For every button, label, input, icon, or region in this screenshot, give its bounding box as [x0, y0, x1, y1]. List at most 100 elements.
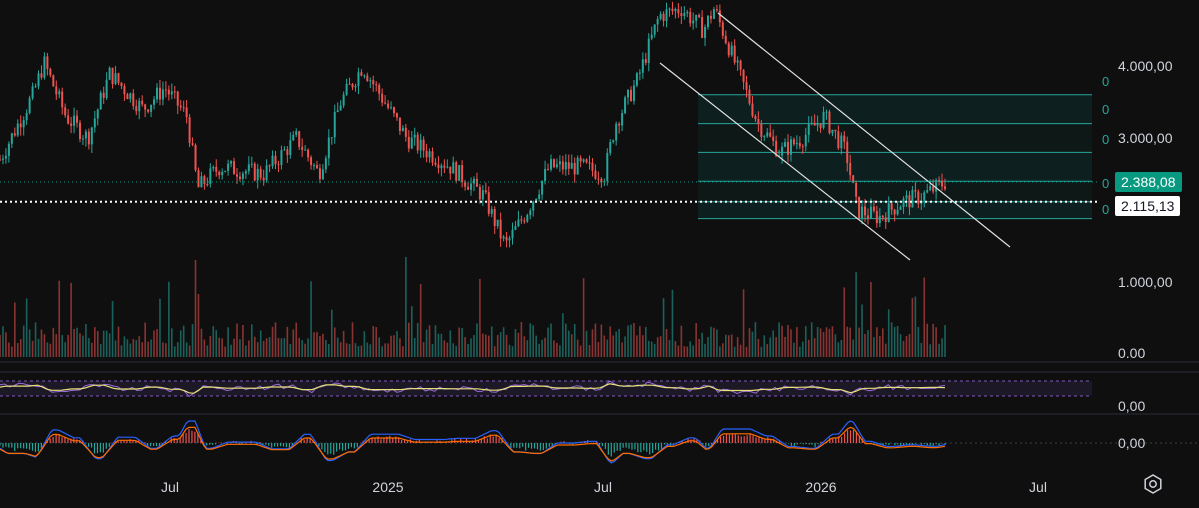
macd-histogram-bar — [735, 434, 736, 443]
volume-tick-label: 0.00 — [1118, 345, 1145, 361]
volume-bar — [574, 324, 576, 357]
macd-histogram-bar — [209, 443, 210, 445]
volume-bar — [740, 345, 742, 357]
volume-bar — [118, 327, 120, 357]
volume-bar — [449, 330, 451, 357]
candle-body — [594, 171, 596, 179]
volume-bar — [210, 336, 212, 357]
candle-body — [29, 98, 31, 113]
volume-bar — [758, 339, 760, 357]
volume-bar — [281, 338, 283, 357]
volume-bar — [885, 344, 887, 357]
candle-body — [680, 13, 682, 16]
candle-body — [923, 192, 925, 200]
volume-bar — [408, 323, 410, 357]
candle-body — [8, 144, 10, 156]
candle-body — [242, 173, 244, 178]
volume-bar — [174, 346, 176, 357]
volume-bar — [618, 329, 620, 357]
volume-bar — [162, 342, 164, 357]
volume-bar — [328, 344, 330, 357]
candle-body — [248, 164, 250, 171]
macd-tick-label: 0,00 — [1118, 435, 1145, 451]
price-tick-label: 3.000,00 — [1118, 130, 1173, 146]
volume-bar — [53, 328, 55, 357]
macd-histogram-bar — [67, 439, 68, 443]
candle-body — [636, 73, 638, 85]
volume-bar — [752, 332, 754, 357]
macd-histogram-bar — [924, 443, 925, 444]
volume-bar — [595, 324, 597, 357]
candle-body — [855, 183, 857, 197]
macd-histogram-bar — [185, 433, 186, 443]
macd-histogram-bar — [153, 443, 154, 446]
candle-body — [864, 207, 866, 216]
macd-histogram-bar — [321, 443, 322, 449]
candle-body — [677, 9, 679, 13]
volume-bar — [527, 340, 529, 357]
candle-body — [737, 61, 739, 63]
candle-body — [168, 90, 170, 95]
macd-histogram-bar — [927, 443, 928, 445]
candle-body — [20, 124, 22, 128]
candle-body — [597, 179, 599, 180]
volume-bar — [541, 340, 543, 357]
macd-histogram-bar — [540, 443, 541, 451]
candle-body — [2, 159, 4, 160]
price-tick-label: 1.000,00 — [1118, 274, 1173, 290]
candle-body — [310, 157, 312, 165]
volume-bar — [482, 334, 484, 357]
candle-body — [144, 104, 146, 109]
candle-body — [88, 132, 90, 145]
candle-body — [180, 106, 182, 108]
volume-bar — [645, 327, 647, 357]
candle-body — [11, 133, 13, 143]
volume-bar — [109, 333, 111, 357]
macd-histogram-bar — [106, 443, 107, 449]
candle-body — [452, 162, 454, 173]
volume-bar — [372, 326, 374, 357]
volume-bar — [130, 344, 132, 357]
candle-body — [390, 107, 392, 108]
volume-bar — [135, 340, 137, 357]
rsi-pane — [0, 381, 1092, 396]
candle-body — [760, 124, 762, 137]
settings-gear-icon[interactable] — [1143, 474, 1163, 494]
candle-body — [846, 142, 848, 163]
macd-histogram-bar — [283, 443, 284, 446]
volume-bar — [553, 340, 555, 357]
candle-body — [787, 142, 789, 155]
volume-bar — [103, 331, 105, 357]
macd-histogram-bar — [519, 443, 520, 448]
candle-body — [64, 107, 66, 115]
volume-bar — [319, 336, 321, 357]
fib-level-label: 0 — [1102, 102, 1109, 117]
candle-body — [174, 91, 176, 92]
volume-bar — [491, 326, 493, 357]
volume-bar — [775, 337, 777, 357]
volume-bar — [23, 326, 25, 357]
volume-bar — [503, 327, 505, 357]
candle-body — [609, 142, 611, 153]
volume-bar — [598, 342, 600, 357]
candle-body — [728, 43, 730, 55]
candle-body — [757, 119, 759, 123]
volume-bar — [621, 342, 623, 357]
volume-bar — [766, 344, 768, 357]
macd-histogram-bar — [38, 443, 39, 451]
candle-body — [695, 15, 697, 21]
volume-bar — [716, 329, 718, 357]
volume-bar — [189, 345, 191, 357]
volume-bar — [112, 301, 114, 357]
candle-body — [82, 138, 84, 139]
macd-histogram-bar — [623, 443, 624, 448]
candle-body — [221, 172, 223, 175]
volume-bar — [835, 334, 837, 357]
candle-body — [894, 210, 896, 215]
macd-histogram-bar — [649, 443, 650, 454]
candle-body — [381, 94, 383, 103]
candle-body — [5, 156, 7, 159]
candle-body — [239, 177, 241, 179]
candle-body — [58, 91, 60, 94]
candle-body — [35, 86, 37, 87]
